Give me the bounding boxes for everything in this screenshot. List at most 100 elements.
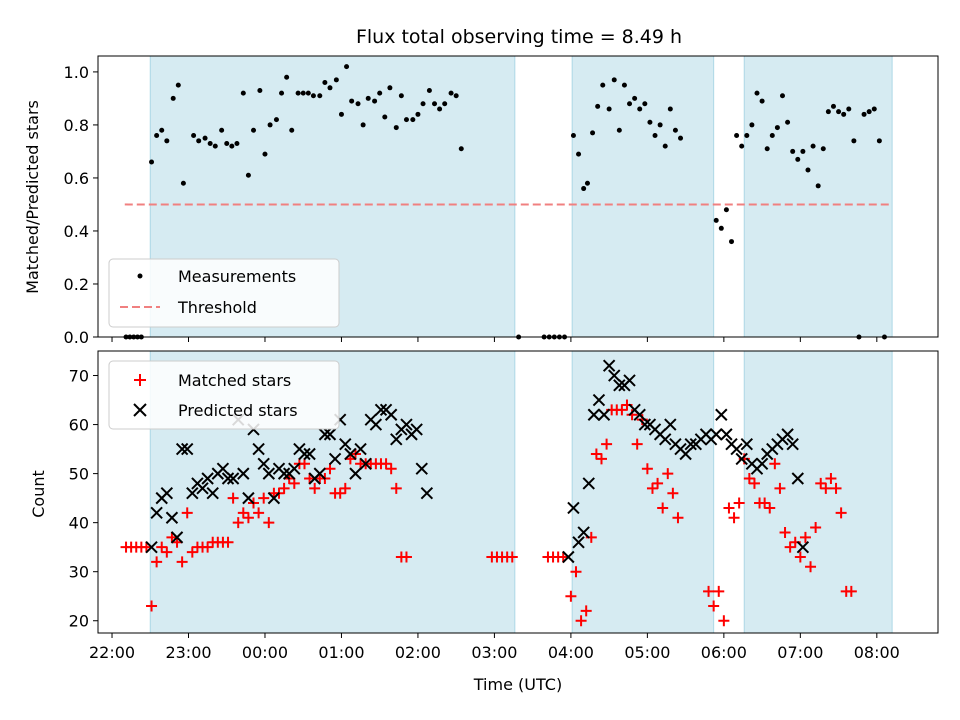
bottom-xtick-label: 23:00 — [165, 643, 211, 662]
matched-star-point — [703, 585, 715, 597]
predicted-star-point — [186, 487, 199, 500]
measurement-point — [234, 140, 240, 146]
measurement-point — [820, 146, 826, 152]
measurement-point — [734, 133, 740, 139]
measurement-point — [355, 101, 361, 107]
measurement-point — [815, 183, 821, 189]
bottom-legend: Matched stars Predicted stars — [108, 360, 340, 430]
measurement-point — [754, 90, 760, 96]
matched-star-point — [288, 477, 300, 489]
predicted-star-point — [587, 408, 601, 421]
measurement-point — [437, 106, 443, 112]
matched-star-point — [815, 477, 827, 489]
measurement-point — [657, 122, 663, 128]
measurement-point — [159, 127, 165, 133]
predicted-star-point — [735, 452, 748, 466]
matched-star-point — [646, 482, 658, 494]
measurement-point — [595, 103, 601, 109]
measurement-point — [149, 159, 155, 165]
predicted-star-point — [145, 540, 158, 554]
measurement-point — [372, 98, 378, 104]
predicted-star-point — [592, 393, 606, 407]
matched-star-point — [805, 561, 817, 573]
measurement-point — [327, 85, 333, 91]
matched-star-point — [810, 522, 822, 534]
matched-star-point — [278, 482, 290, 494]
predicted-star-point — [374, 403, 388, 417]
matched-star-point — [580, 605, 592, 617]
measurement-point — [322, 80, 328, 86]
measurement-point — [415, 111, 421, 117]
matched-star-point — [825, 473, 837, 485]
measurement-point — [164, 138, 170, 144]
measurement-point — [759, 98, 765, 104]
measurement-point — [453, 93, 459, 99]
matched-star-point — [324, 463, 336, 475]
measurement-point — [739, 143, 745, 149]
measurement-point — [154, 133, 160, 139]
measurement-point — [810, 143, 816, 149]
bottom-xtick-label: 07:00 — [777, 643, 823, 662]
matched-star-point — [227, 492, 239, 504]
matched-star-point — [631, 438, 643, 450]
measurement-point — [251, 127, 257, 133]
measurement-point — [300, 90, 306, 96]
measurement-point — [279, 90, 285, 96]
predicted-star-point — [659, 433, 672, 446]
matched-star-point — [784, 541, 796, 553]
matched-star-point — [667, 487, 679, 499]
measurement-point — [180, 180, 186, 186]
shaded-period-1 — [571, 55, 715, 338]
matched-star-point — [845, 585, 857, 597]
matched-star-point — [557, 551, 569, 563]
predicted-star-point — [786, 437, 799, 451]
predicted-star-point — [349, 467, 362, 480]
predicted-star-point — [359, 457, 372, 471]
predicted-star-point — [252, 442, 265, 456]
measurement-point — [861, 111, 867, 117]
matched-star-point — [140, 541, 152, 553]
measurement-point — [846, 106, 852, 112]
measurement-point — [729, 239, 735, 245]
measurement-point — [600, 82, 606, 88]
measurement-point — [652, 133, 658, 139]
measurement-point — [779, 93, 785, 99]
predicted-star-point — [318, 428, 332, 441]
matched-star-point — [161, 546, 173, 558]
top-ytick-label: 0.0 — [64, 328, 89, 347]
measurement-point — [637, 106, 643, 112]
measurement-point — [678, 135, 684, 141]
measurement-point — [764, 146, 770, 152]
predicted-star-point — [582, 477, 595, 490]
x-axis-label: Time (UTC) — [473, 675, 562, 694]
measurement-point — [876, 138, 882, 144]
measurement-point — [333, 77, 339, 83]
matched-star-point — [385, 463, 397, 475]
matched-star-point — [339, 482, 351, 494]
matched-star-point — [400, 551, 412, 563]
predicted-star-point — [597, 408, 611, 421]
measurement-point — [621, 82, 627, 88]
matched-star-point — [774, 482, 786, 494]
matched-star-point — [263, 517, 275, 529]
predicted-star-point — [201, 472, 214, 485]
measurement-point — [672, 127, 678, 133]
legend-matched-marker — [134, 374, 146, 386]
predicted-star-point — [633, 408, 646, 421]
predicted-star-point — [323, 428, 337, 441]
predicted-star-point — [160, 487, 174, 500]
bottom-ytick-label: 60 — [69, 416, 89, 435]
predicted-star-point — [781, 428, 794, 441]
shaded-period-2 — [743, 350, 893, 634]
predicted-star-point — [623, 374, 636, 387]
matched-star-point — [258, 492, 270, 504]
predicted-star-point — [572, 536, 585, 549]
measurement-point — [667, 106, 673, 112]
predicted-star-point — [288, 462, 301, 475]
predicted-star-point — [344, 447, 357, 461]
predicted-star-point — [369, 418, 383, 431]
measurement-point — [207, 140, 213, 146]
top-ytick-label: 0.8 — [64, 116, 89, 135]
matched-star-point — [769, 458, 781, 470]
top-ytick-label: 0.6 — [64, 169, 89, 188]
